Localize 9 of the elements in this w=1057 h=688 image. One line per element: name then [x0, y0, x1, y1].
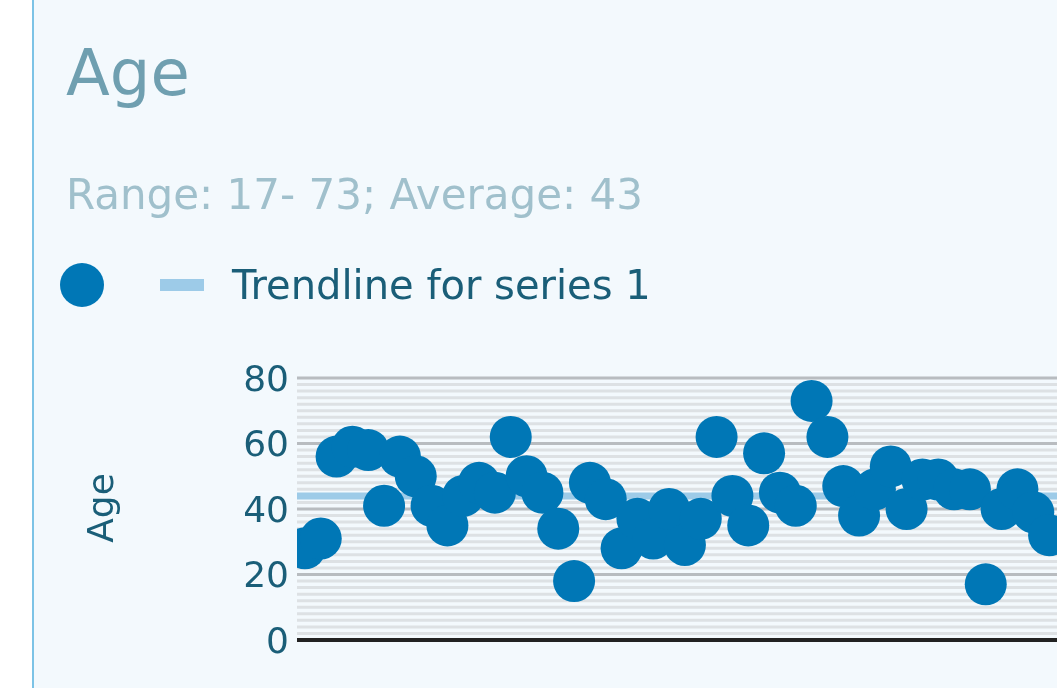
y-tick-label: 80 — [243, 357, 289, 399]
y-axis-title: Age — [79, 473, 121, 543]
chart-subtitle: Range: 17- 73; Average: 43 — [66, 170, 643, 219]
y-tick-label: 20 — [243, 554, 289, 596]
y-tick-label: 0 — [266, 619, 289, 661]
chart-title: Age — [66, 36, 190, 110]
legend-label: Trendline for series 1 — [232, 262, 651, 308]
y-tick-label: 40 — [243, 488, 289, 530]
y-tick-label: 60 — [243, 423, 289, 465]
